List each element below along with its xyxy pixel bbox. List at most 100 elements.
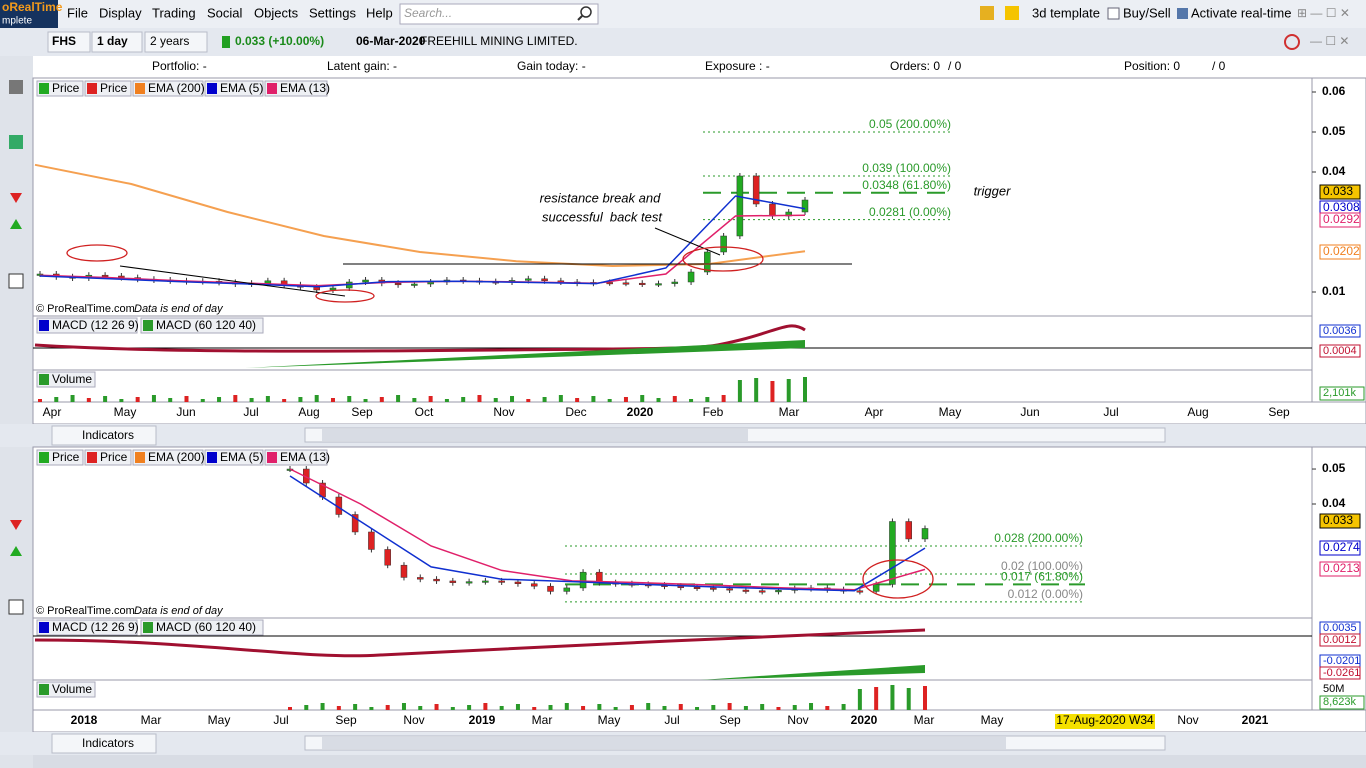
- price-badge-label: 0.0202: [1323, 244, 1360, 258]
- range[interactable]: 2 years: [150, 34, 189, 48]
- menu-item[interactable]: File: [67, 5, 88, 20]
- x-tick-label: 2020: [851, 713, 878, 727]
- legend-item: EMA (13): [280, 450, 330, 464]
- highlight-ellipse: [315, 289, 375, 303]
- indicators-button[interactable]: [51, 733, 157, 754]
- candle: [449, 580, 457, 583]
- tool-trash[interactable]: [9, 80, 23, 94]
- volume-bar: [379, 397, 384, 402]
- menu-item[interactable]: Trading: [152, 5, 196, 20]
- macd-legend-box: [140, 317, 264, 334]
- menu-bar: [0, 0, 1366, 28]
- volume-bar: [298, 397, 303, 402]
- volume-bar: [314, 395, 319, 402]
- portfolio-item: Portfolio: -: [152, 59, 207, 73]
- macd-badge-label: 0.0004: [1323, 345, 1357, 357]
- annotation: successful back test: [542, 209, 663, 224]
- toolbar-button[interactable]: 3d template: [1032, 5, 1100, 20]
- candle: [606, 282, 613, 285]
- macd-badge: [1319, 324, 1361, 338]
- search-box[interactable]: [399, 3, 599, 25]
- volume-legend-box: [36, 371, 96, 388]
- candle: [872, 584, 880, 592]
- legend-box: [264, 80, 328, 97]
- candle: [687, 271, 695, 283]
- price-panel: [32, 77, 1313, 317]
- ema5-line: [289, 475, 926, 592]
- candle: [742, 589, 750, 592]
- price-badge: [1319, 184, 1361, 200]
- buysell-checkbox[interactable]: [1107, 7, 1120, 20]
- volume-bar: [786, 379, 791, 402]
- chart-layer: File Display Trading Social Objects Settings H…: [0, 5, 1366, 755]
- volume-bar: [483, 703, 488, 710]
- tool-buy[interactable]: [10, 219, 22, 229]
- volume-bar: [461, 397, 466, 402]
- y-tick-label: 0.01: [1322, 284, 1346, 298]
- menu-item[interactable]: Objects: [254, 5, 299, 20]
- tool-text[interactable]: [8, 273, 24, 289]
- fib-label: 0.039 (100.00%): [862, 161, 951, 175]
- scrollbar-thumb[interactable]: [322, 737, 1006, 749]
- period[interactable]: 1 day: [97, 34, 128, 48]
- volume-bar: [597, 704, 602, 710]
- toolbar-button[interactable]: Buy/Sell: [1123, 5, 1171, 20]
- portfolio-item: Gain today: -: [517, 59, 586, 73]
- panel-controls[interactable]: — ☐ ✕: [1310, 34, 1349, 48]
- range-box[interactable]: [144, 31, 208, 53]
- scrollbar-thumb[interactable]: [322, 429, 748, 441]
- x-tick-label: Sep: [1268, 405, 1290, 419]
- menu-item[interactable]: Social: [207, 5, 243, 20]
- period-box[interactable]: [91, 31, 143, 53]
- menu-item[interactable]: Help: [366, 5, 393, 20]
- menu-item[interactable]: Display: [99, 5, 142, 20]
- macd-legend-swatch: [39, 622, 49, 633]
- price-badge-label: 0.0274: [1323, 540, 1360, 554]
- volume-bar: [760, 704, 765, 710]
- macd-legend-swatch: [143, 320, 153, 331]
- volume-bar: [558, 395, 563, 402]
- refresh-icon[interactable]: [1284, 34, 1300, 50]
- macd-legend: MACD (60 120 40): [156, 318, 256, 332]
- flag-icon[interactable]: [1005, 6, 1019, 20]
- volume-bar: [629, 705, 634, 710]
- symbol[interactable]: FHS: [52, 34, 76, 48]
- volume-bar: [874, 687, 879, 710]
- tool-candles[interactable]: [9, 135, 23, 149]
- candle: [482, 580, 489, 583]
- volume-legend: Volume: [52, 372, 92, 386]
- x-tick-label: 2020: [627, 405, 654, 419]
- window-controls[interactable]: ⊞ — ☐ ✕: [1297, 6, 1350, 20]
- menu-item[interactable]: Settings: [309, 5, 356, 20]
- portfolio-item: Orders: 0: [890, 59, 940, 73]
- volume-bar: [217, 397, 222, 402]
- toolbar-button[interactable]: Activate real-time: [1191, 5, 1291, 20]
- pencil-icon[interactable]: [980, 6, 994, 20]
- indicators-label[interactable]: Indicators: [82, 736, 134, 750]
- portfolio-item: Latent gain: -: [327, 59, 397, 73]
- legend-swatch: [135, 452, 145, 463]
- volume-bar: [265, 396, 270, 402]
- realtime-icon[interactable]: [1177, 8, 1188, 19]
- search-icon-handle: [577, 15, 583, 21]
- indicators-label[interactable]: Indicators: [82, 428, 134, 442]
- x-tick-label: Mar: [779, 405, 800, 419]
- candle: [362, 279, 369, 283]
- copyright: © ProRealTime.com: [36, 605, 135, 617]
- search-icon[interactable]: [580, 6, 592, 18]
- macd-legend-swatch: [39, 320, 49, 331]
- volume-legend-swatch: [39, 374, 49, 385]
- candle: [400, 564, 408, 578]
- symbol-box[interactable]: [47, 31, 91, 53]
- volume-bar: [369, 707, 374, 710]
- candle: [736, 175, 744, 237]
- tool-sell-2[interactable]: [10, 520, 22, 530]
- tool-text-2[interactable]: [8, 599, 24, 615]
- tool-sell[interactable]: [10, 193, 22, 203]
- legend-swatch: [135, 83, 145, 94]
- volume-bar: [401, 703, 406, 710]
- tool-buy-2[interactable]: [10, 546, 22, 556]
- indicators-button[interactable]: [51, 425, 157, 446]
- x-tick-label: Oct: [415, 405, 434, 419]
- volume-bar: [532, 707, 537, 710]
